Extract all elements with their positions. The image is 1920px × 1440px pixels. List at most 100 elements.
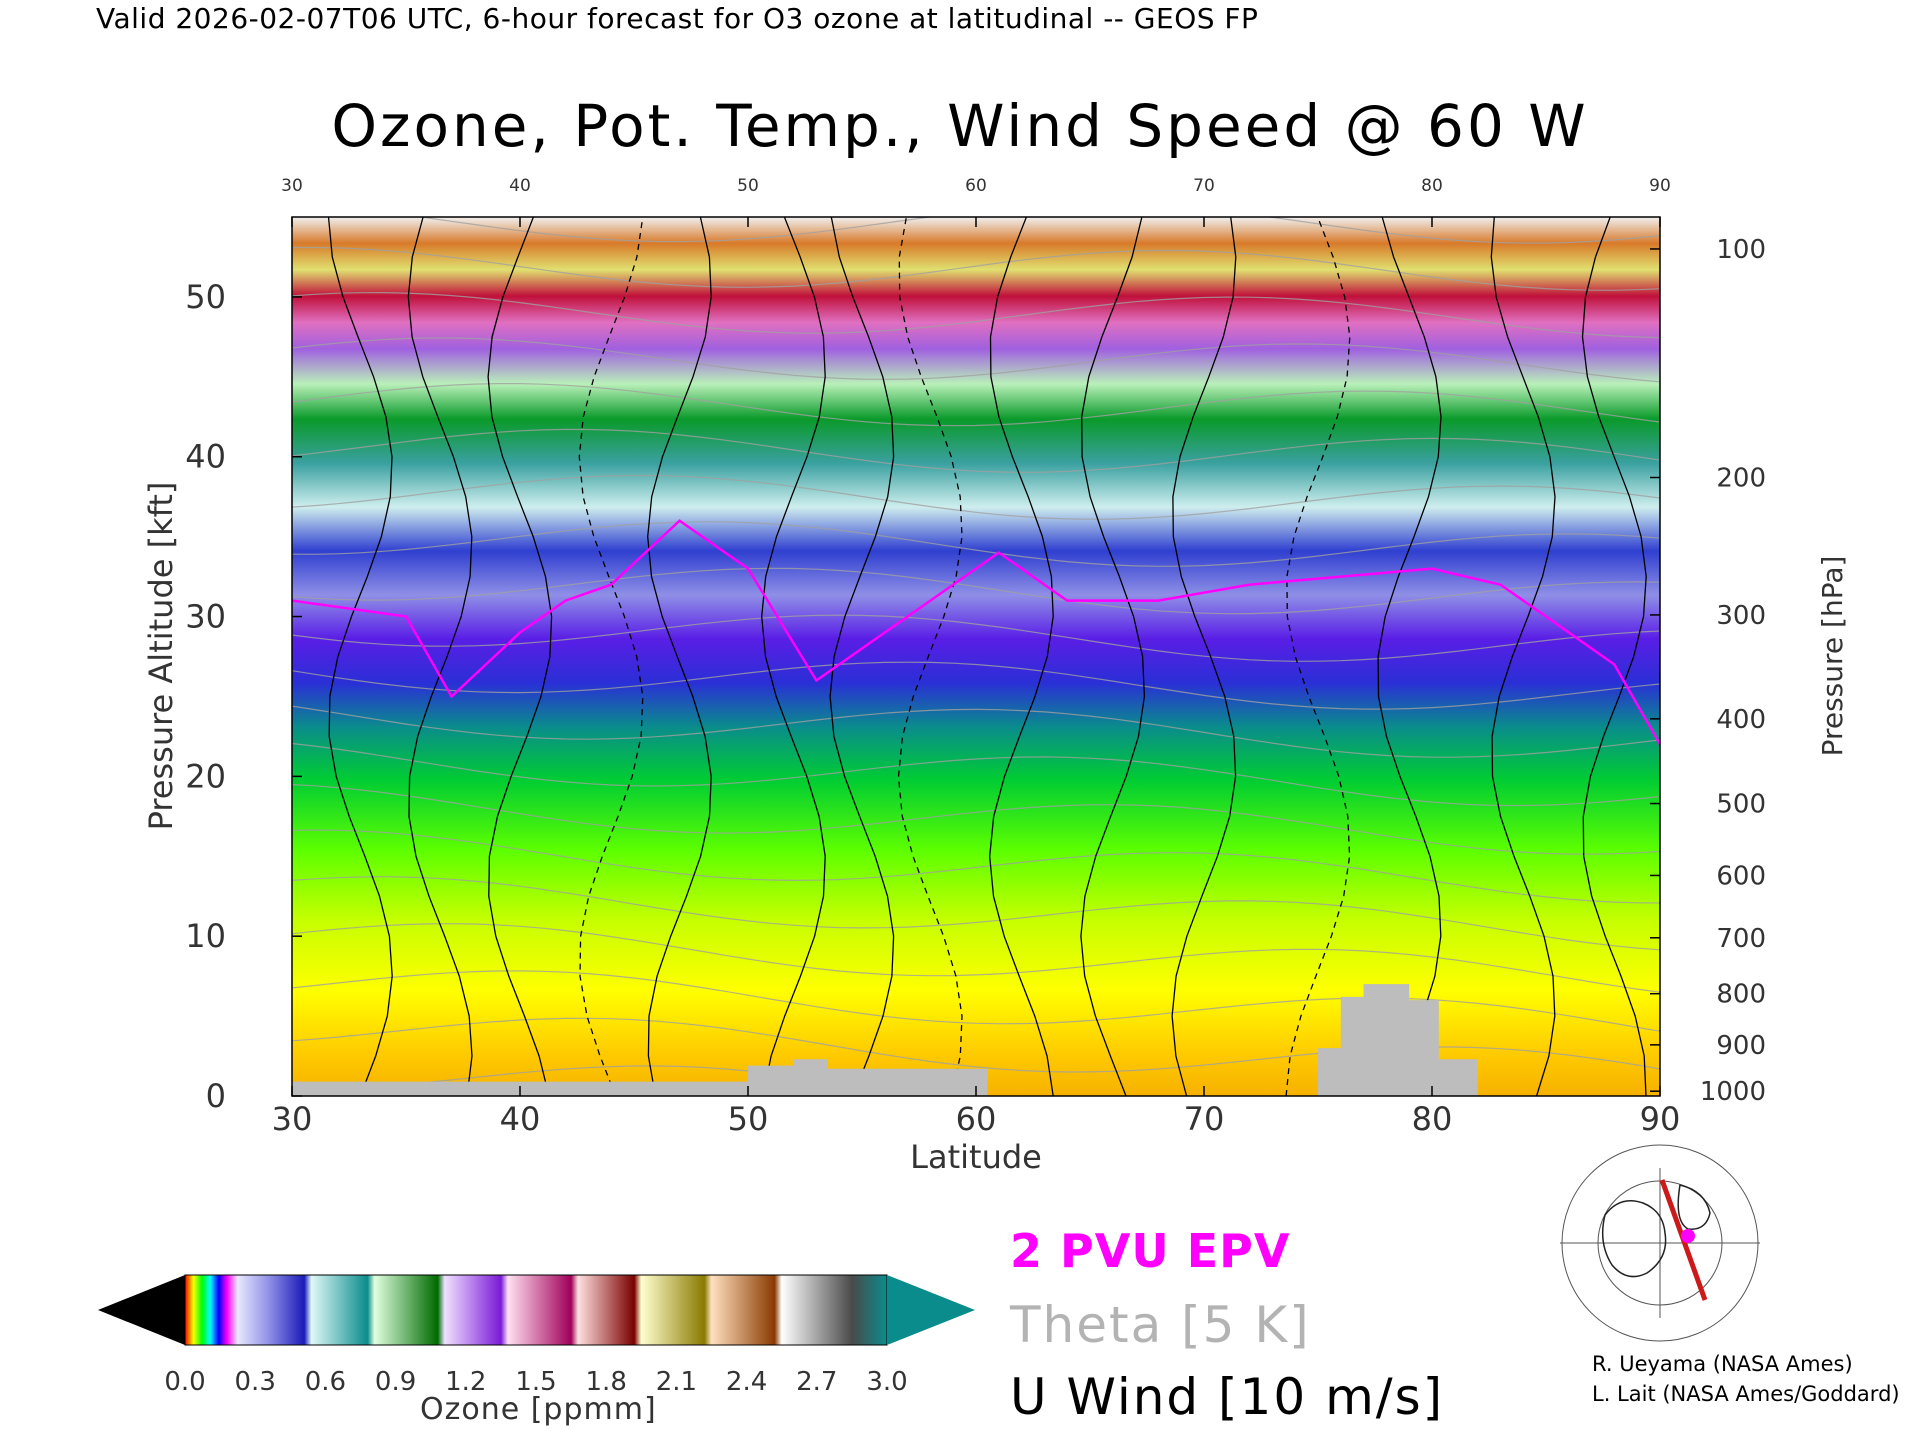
colorbar-over-arrow: [887, 1275, 975, 1345]
x-tick-label: 30: [272, 1100, 313, 1138]
theta-contour-line: [292, 923, 1660, 993]
x-axis-label: Latitude: [910, 1138, 1042, 1176]
uwind-contour-line: [761, 217, 826, 1096]
ozone-colorbar: 0.0 0.3 0.6 0.9 1.2 1.5 1.8 2.1 2.4 2.7 3.0: [98, 1274, 975, 1397]
y-axis-ticks: 0 10 20 30 40 50: [185, 278, 302, 1115]
x-tick-label: 60: [956, 1100, 997, 1138]
colorbar-tick-label: 0.0: [164, 1367, 205, 1397]
uwind-contour-line: [1490, 217, 1556, 1096]
theta-contour-line: [292, 246, 1660, 291]
uwind-contour-line: [1581, 217, 1647, 1096]
colorbar-tick-label: 1.2: [445, 1367, 486, 1397]
pressure-axis-label: Pressure [hPa]: [1816, 556, 1849, 757]
locator-map: [1560, 1144, 1760, 1342]
x-tick-label-top: 60: [965, 176, 987, 196]
pressure-tick-label: 900: [1716, 1031, 1766, 1061]
x-tick-label-top: 50: [737, 176, 759, 196]
pressure-tick-label: 600: [1716, 861, 1766, 891]
chart-title: Ozone, Pot. Temp., Wind Speed @ 60 W: [331, 92, 1589, 160]
uwind-contour-line: [1171, 217, 1237, 1096]
uwind-contour-line: [829, 217, 895, 1096]
theta-contour-line: [292, 474, 1660, 520]
uwind-contour-line: [407, 217, 473, 1096]
x-tick-label-top: 70: [1193, 176, 1215, 196]
theta-contour-line: [292, 784, 1660, 855]
theta-contours: [292, 217, 1660, 1096]
pressure-tick-label: 200: [1716, 464, 1766, 494]
legend-epv: 2 PVU EPV: [1010, 1224, 1291, 1278]
x-tick-label-top: 90: [1649, 176, 1671, 196]
pressure-tick-label: 800: [1716, 980, 1766, 1010]
pressure-tick-label: 300: [1716, 601, 1766, 631]
theta-contour-line: [292, 742, 1660, 807]
colorbar-tick-label: 0.6: [305, 1367, 346, 1397]
y-tick-label: 40: [185, 438, 226, 476]
uwind-contour-line: [578, 217, 644, 1096]
colorbar-tick-label: 3.0: [866, 1367, 907, 1397]
theta-contour-line: [292, 291, 1660, 339]
colorbar-tick-label: 2.4: [726, 1367, 767, 1397]
legend-theta: Theta [5 K]: [1010, 1296, 1311, 1354]
y-tick-label: 10: [185, 917, 226, 955]
x-tick-label: 50: [728, 1100, 769, 1138]
y-tick-label: 20: [185, 757, 226, 795]
colorbar-tick-label: 0.3: [235, 1367, 276, 1397]
x-tick-label: 40: [500, 1100, 541, 1138]
colorbar-label: Ozone [ppmm]: [420, 1392, 657, 1427]
uwind-contour-line: [647, 217, 712, 1096]
theta-contour-line: [292, 829, 1660, 904]
uwind-contour-line: [1080, 217, 1146, 1096]
colorbar-tick-label: 1.5: [515, 1367, 556, 1397]
legend-uwind: U Wind [10 m/s]: [1010, 1368, 1445, 1426]
colorbar-tick-label: 1.8: [586, 1367, 627, 1397]
colorbar-under-arrow: [98, 1275, 185, 1345]
y-tick-label: 30: [185, 598, 226, 636]
x-tick-label: 90: [1640, 1100, 1681, 1138]
uwind-contour-line: [989, 217, 1054, 1096]
epv-2pvu-line: [292, 519, 1660, 746]
pressure-tick-label: 500: [1716, 790, 1766, 820]
uwind-contour-line: [487, 217, 553, 1096]
colorbar-tick-label: 0.9: [375, 1367, 416, 1397]
pressure-tick-label: 100: [1716, 235, 1766, 265]
y-axis-label: Pressure Altitude [kft]: [142, 482, 180, 831]
pressure-tick-label: 700: [1716, 924, 1766, 954]
x-tick-label-top: 80: [1421, 176, 1443, 196]
theta-contour-line: [292, 705, 1660, 758]
uwind-contours: [327, 217, 1647, 1096]
colorbar-bar: [184, 1274, 888, 1346]
theta-contour-line: [292, 428, 1660, 474]
theta-contour-line: [416, 217, 1660, 244]
theta-contour-line: [292, 970, 1660, 1032]
x-axis-ticks: 30 30 40 40 50 50 60 60 70 70 80 80 90 90: [272, 176, 1681, 1138]
uwind-contour-line: [1377, 217, 1442, 1096]
theta-contour-line: [292, 337, 1660, 383]
theta-contour-line: [292, 383, 1660, 427]
x-tick-label: 80: [1412, 1100, 1453, 1138]
credit-line-1: R. Ueyama (NASA Ames): [1592, 1352, 1853, 1376]
y-tick-label: 0: [206, 1077, 226, 1115]
pressure-tick-label: 400: [1716, 705, 1766, 735]
x-tick-label-top: 40: [509, 176, 531, 196]
terrain-mask: [292, 984, 1660, 1096]
credit-line-2: L. Lait (NASA Ames/Goddard): [1592, 1382, 1900, 1406]
theta-contour-line: [292, 876, 1660, 951]
theta-contour-line: [292, 521, 1660, 567]
theta-contour-line: [292, 661, 1660, 710]
colorbar-tick-label: 2.1: [656, 1367, 697, 1397]
y-tick-label: 50: [185, 278, 226, 316]
uwind-contour-line: [897, 217, 963, 1096]
theta-contour-line: [292, 614, 1660, 662]
pressure-axis-ticks: 100 200 300 400 500 600 700 800 900 1000: [1650, 235, 1766, 1107]
theta-contour-line: [292, 1065, 1539, 1096]
x-tick-label-top: 30: [281, 176, 303, 196]
map-marker: [1681, 1229, 1695, 1243]
header-valid-time: Valid 2026-02-07T06 UTC, 6-hour forecast…: [96, 2, 1259, 35]
colorbar-ticks: 0.0 0.3 0.6 0.9 1.2 1.5 1.8 2.1 2.4 2.7 3.0: [164, 1367, 907, 1397]
ozone-field: [292, 217, 1660, 1096]
uwind-contour-line: [1285, 217, 1351, 1096]
pressure-tick-label: 1000: [1700, 1077, 1766, 1107]
x-tick-label: 70: [1184, 1100, 1225, 1138]
colorbar-tick-label: 2.7: [796, 1367, 837, 1397]
